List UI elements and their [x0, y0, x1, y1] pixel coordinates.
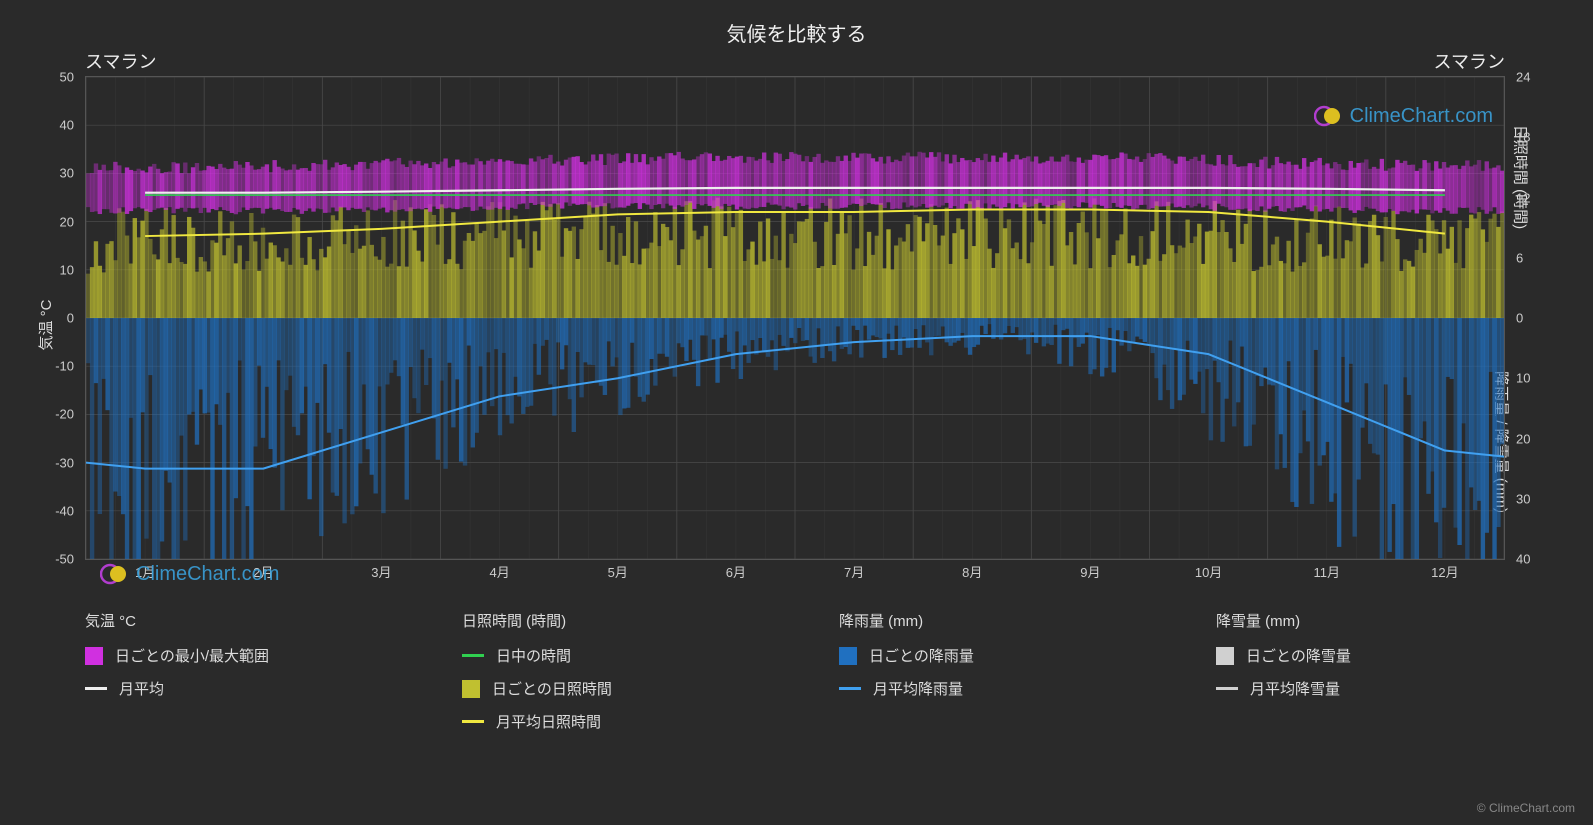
legend-head-temp: 気温 °C [85, 610, 402, 631]
swatch-daytime [462, 654, 484, 657]
legend-label: 月平均降雨量 [873, 678, 963, 699]
ytick-right-top: 6 [1516, 250, 1523, 265]
location-left-label: スマラン [85, 48, 156, 74]
xtick: 3月 [371, 562, 391, 581]
legend-item-rain-daily: 日ごとの降雨量 [839, 645, 1156, 666]
legend-item-rain-avg: 月平均降雨量 [839, 678, 1156, 699]
ytick-left: 10 [60, 262, 74, 277]
xtick: 8月 [962, 562, 982, 581]
chart-title: 気候を比較する [0, 0, 1593, 47]
ytick-left: 50 [60, 70, 74, 85]
legend-head-rain: 降雨量 (mm) [839, 610, 1156, 631]
legend-head-sun: 日照時間 (時間) [462, 610, 779, 631]
xtick: 9月 [1080, 562, 1100, 581]
legend-label: 日ごとの最小/最大範囲 [115, 645, 269, 666]
legend: 気温 °C 日ごとの最小/最大範囲 月平均 日照時間 (時間) 日中の時間 日ご… [85, 610, 1533, 744]
legend-label: 日ごとの降雪量 [1246, 645, 1351, 666]
xtick: 7月 [844, 562, 864, 581]
legend-item-snow-avg: 月平均降雪量 [1216, 678, 1533, 699]
ytick-right-top: 12 [1516, 190, 1530, 205]
legend-label: 月平均日照時間 [496, 711, 601, 732]
legend-item-temp-range: 日ごとの最小/最大範囲 [85, 645, 402, 666]
legend-item-snow-daily: 日ごとの降雪量 [1216, 645, 1533, 666]
copyright: © ClimeChart.com [1477, 801, 1575, 815]
ytick-right-bottom: 30 [1516, 491, 1530, 506]
ytick-left: -10 [55, 359, 74, 374]
xtick: 11月 [1314, 562, 1341, 581]
xtick: 6月 [726, 562, 746, 581]
ytick-left: 20 [60, 214, 74, 229]
legend-head-snow: 降雪量 (mm) [1216, 610, 1533, 631]
legend-label: 月平均降雪量 [1250, 678, 1340, 699]
plot-area: 50403020100-10-20-30-40-5024181260102030… [85, 76, 1505, 560]
legend-label: 日ごとの日照時間 [492, 678, 612, 699]
ytick-left: -30 [55, 455, 74, 470]
xtick: 12月 [1431, 562, 1458, 581]
xtick: 5月 [608, 562, 628, 581]
legend-label: 月平均 [119, 678, 164, 699]
ytick-left: 0 [67, 311, 74, 326]
ytick-right-top: 18 [1516, 130, 1530, 145]
swatch-snow-avg [1216, 687, 1238, 690]
ytick-left: -50 [55, 552, 74, 567]
swatch-sun-daily [462, 680, 480, 698]
ytick-right-bottom: 10 [1516, 371, 1530, 386]
chart-container: スマラン スマラン 気温 °C 日照時間 (時間) 降雨量 / 降雪量 (mm)… [65, 60, 1525, 590]
ytick-left: 40 [60, 118, 74, 133]
swatch-rain-daily [839, 647, 857, 665]
legend-col-snow: 降雪量 (mm) 日ごとの降雪量 月平均降雪量 [1216, 610, 1533, 744]
xtick: 1月 [135, 562, 155, 581]
legend-col-temp: 気温 °C 日ごとの最小/最大範囲 月平均 [85, 610, 402, 744]
xtick: 10月 [1195, 562, 1222, 581]
ytick-left: 30 [60, 166, 74, 181]
swatch-temp-avg [85, 687, 107, 690]
y-axis-left-label: 気温 °C [35, 300, 56, 351]
xtick: 4月 [489, 562, 509, 581]
ytick-right-top: 24 [1516, 70, 1530, 85]
legend-item-sun-avg: 月平均日照時間 [462, 711, 779, 732]
swatch-sun-avg [462, 720, 484, 723]
swatch-snow-daily [1216, 647, 1234, 665]
ytick-right-top: 0 [1516, 311, 1523, 326]
ytick-right-bottom: 20 [1516, 431, 1530, 446]
location-right-label: スマラン [1434, 48, 1505, 74]
swatch-temp-range [85, 647, 103, 665]
legend-label: 日ごとの降雨量 [869, 645, 974, 666]
legend-item-sun-daily: 日ごとの日照時間 [462, 678, 779, 699]
legend-col-rain: 降雨量 (mm) 日ごとの降雨量 月平均降雨量 [839, 610, 1156, 744]
legend-item-daytime: 日中の時間 [462, 645, 779, 666]
legend-label: 日中の時間 [496, 645, 571, 666]
ytick-right-bottom: 40 [1516, 552, 1530, 567]
ytick-left: -40 [55, 503, 74, 518]
xtick: 2月 [253, 562, 273, 581]
legend-col-sun: 日照時間 (時間) 日中の時間 日ごとの日照時間 月平均日照時間 [462, 610, 779, 744]
ytick-left: -20 [55, 407, 74, 422]
swatch-rain-avg [839, 687, 861, 690]
legend-item-temp-avg: 月平均 [85, 678, 402, 699]
